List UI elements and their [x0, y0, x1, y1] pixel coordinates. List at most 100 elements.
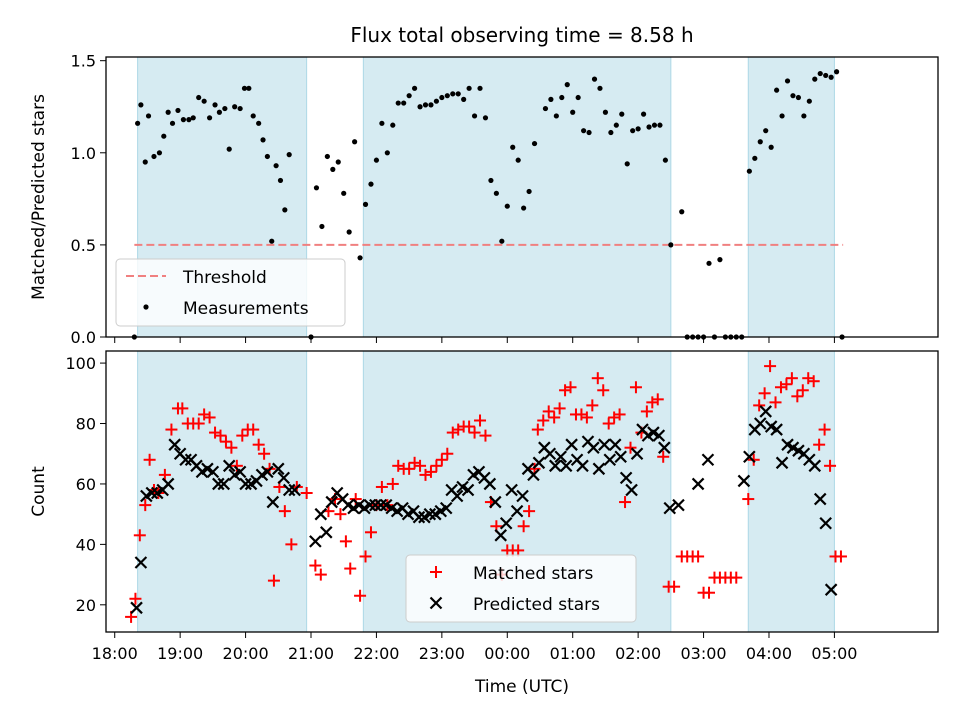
- measurement-point: [817, 70, 823, 77]
- legend-matched-marker: [430, 566, 442, 578]
- matched-point: [424, 465, 437, 478]
- measurement-point: [493, 190, 499, 196]
- matched-point: [403, 462, 416, 475]
- measurement-point: [828, 74, 834, 80]
- measurement-point: [706, 260, 712, 266]
- predicted-point: [130, 601, 143, 615]
- matched-point: [537, 414, 550, 427]
- predicted-point: [282, 483, 296, 497]
- matched-point: [548, 411, 561, 424]
- measurement-point: [608, 129, 614, 136]
- measurement-point: [752, 155, 758, 161]
- measurement-point: [135, 120, 141, 126]
- measurement-point: [526, 188, 532, 195]
- measurement-point: [499, 238, 505, 244]
- measurement-point: [384, 150, 390, 156]
- measurement-point: [668, 242, 674, 248]
- matched-point: [214, 429, 227, 442]
- measurement-point: [790, 93, 796, 99]
- measurement-point: [237, 105, 243, 112]
- measurement-point: [779, 113, 785, 119]
- measurement-point: [395, 100, 401, 106]
- measurement-point: [510, 144, 516, 150]
- predicted-point: [701, 453, 715, 467]
- predicted-point: [374, 498, 388, 512]
- measurement-point: [313, 185, 320, 191]
- matched-point: [165, 423, 178, 436]
- measurement-point: [357, 255, 363, 261]
- measurement-point: [264, 153, 270, 160]
- predicted-point: [808, 459, 822, 473]
- y-tick-label: 20: [76, 596, 96, 615]
- measurement-point: [657, 122, 663, 128]
- measurement-point: [795, 94, 802, 101]
- matched-point: [586, 399, 599, 412]
- matched-point: [258, 447, 271, 460]
- observing-span: [362, 56, 672, 338]
- matched-point: [386, 477, 399, 490]
- matched-point: [203, 411, 216, 424]
- matched-point: [692, 550, 705, 563]
- predicted-point: [824, 583, 838, 596]
- predicted-point: [272, 462, 285, 476]
- predicted-point: [483, 477, 497, 491]
- measurement-point: [439, 94, 445, 101]
- matched-point: [463, 420, 476, 433]
- matched-point: [219, 435, 232, 448]
- matched-point: [430, 459, 443, 472]
- measurement-point: [564, 82, 570, 88]
- matched-point: [309, 559, 322, 572]
- legend-threshold-label: Threshold: [182, 268, 267, 288]
- matched-point: [785, 372, 798, 385]
- matched-point: [657, 450, 670, 463]
- y-tick-label: 0.0: [71, 328, 96, 347]
- matched-point: [474, 414, 487, 427]
- measurement-point: [444, 93, 450, 99]
- measurement-point: [833, 69, 840, 75]
- plot-frame: [105, 350, 939, 633]
- measurement-point: [806, 98, 812, 104]
- matched-point: [818, 423, 831, 436]
- measurement-point: [823, 72, 829, 79]
- measurement-point: [145, 113, 152, 119]
- matched-point: [824, 459, 837, 472]
- matched-point: [225, 441, 238, 454]
- predicted-point: [759, 405, 772, 418]
- measurement-point: [812, 76, 818, 82]
- measurement-point: [138, 102, 144, 108]
- predicted-point: [168, 438, 181, 451]
- matched-point: [435, 453, 448, 466]
- predicted-point: [239, 477, 252, 491]
- matched-point: [564, 381, 577, 394]
- predicted-point: [691, 477, 705, 491]
- matched-point: [780, 378, 793, 391]
- matched-point: [192, 417, 205, 430]
- measurement-point: [186, 117, 192, 123]
- measurement-point: [591, 76, 598, 82]
- predicted-point: [672, 498, 685, 512]
- y-tick-label: 0.5: [71, 236, 96, 255]
- predicted-point: [450, 489, 464, 503]
- predicted-point: [233, 465, 247, 479]
- measurement-point: [542, 105, 549, 112]
- x-tick-label: 18:00: [92, 644, 138, 663]
- measurement-point: [455, 91, 461, 97]
- x-tick-label: 04:00: [746, 644, 792, 663]
- measurement-point: [222, 105, 228, 112]
- matched-point: [314, 568, 327, 581]
- predicted-point: [743, 450, 756, 464]
- predicted-point: [625, 483, 638, 497]
- matched-point: [334, 508, 347, 521]
- y-tick-label: 80: [76, 415, 96, 434]
- matched-point: [807, 375, 820, 388]
- measurement-point: [406, 93, 412, 99]
- measurement-point: [575, 94, 581, 101]
- predicted-point: [439, 501, 453, 515]
- matched-point: [542, 405, 555, 418]
- matched-point: [597, 384, 610, 397]
- matched-point: [133, 529, 146, 542]
- measurement-point: [531, 140, 538, 147]
- x-tick-label: 23:00: [419, 644, 465, 663]
- matched-point: [139, 499, 152, 512]
- matched-point: [375, 480, 388, 493]
